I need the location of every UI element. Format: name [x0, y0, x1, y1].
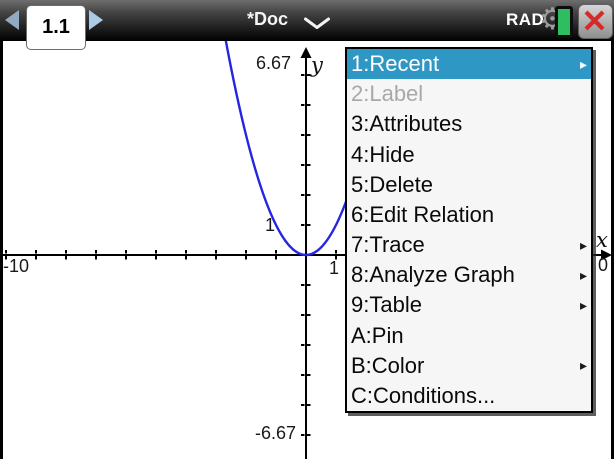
settings-battery-icon[interactable]: ⚙	[539, 2, 576, 39]
page-tab-label: 1.1	[42, 16, 70, 38]
submenu-arrow-icon: ▸	[579, 296, 587, 313]
document-title[interactable]: *Doc	[247, 9, 289, 29]
menu-item-conditions[interactable]: C:Conditions...	[347, 381, 591, 411]
document-menu-chevron-icon[interactable]	[303, 16, 331, 36]
menu-item-label: 9:Table	[351, 292, 422, 318]
angle-mode-indicator: RAD	[506, 10, 545, 29]
y-unit-tick-label: 1	[264, 215, 275, 235]
y-axis-arrow-icon	[300, 47, 312, 58]
menu-item-pin[interactable]: A:Pin	[347, 321, 591, 351]
x-axis-label: x	[596, 228, 608, 252]
menu-item-attributes[interactable]: 3:Attributes	[347, 109, 591, 139]
menu-item-label: 3:Attributes	[351, 111, 463, 137]
menu-item-color[interactable]: B:Color ▸	[347, 351, 591, 381]
menu-item-label: 1:Recent	[351, 51, 440, 77]
menu-item-trace[interactable]: 7:Trace ▸	[347, 230, 591, 260]
submenu-arrow-icon: ▸	[579, 357, 587, 374]
y-min-tick-label: -6.67	[254, 423, 296, 443]
menu-item-recent[interactable]: 1:Recent ▸	[347, 49, 591, 80]
menu-item-label: 4:Hide	[351, 141, 415, 167]
x-unit-tick-label: 1	[329, 258, 340, 278]
next-page-icon[interactable]	[89, 10, 103, 30]
close-button[interactable]	[578, 4, 613, 39]
menu-item-hide[interactable]: 4:Hide	[347, 140, 591, 170]
battery-icon	[555, 6, 573, 38]
x-max-tick-label-clipped: 0	[598, 255, 609, 275]
page-tab[interactable]: 1.1	[26, 5, 86, 50]
menu-item-label: 2:Label	[351, 81, 424, 107]
function-curve[interactable]	[221, 22, 350, 257]
submenu-arrow-icon: ▸	[579, 55, 587, 72]
menu-item-label: 5:Delete	[351, 171, 433, 197]
screen-border-right	[611, 41, 614, 459]
menu-item-label: 8:Analyze Graph	[351, 262, 515, 288]
menu-item-analyze-graph[interactable]: 8:Analyze Graph ▸	[347, 260, 591, 290]
previous-page-icon[interactable]	[5, 10, 19, 30]
x-min-tick-label: -10	[3, 256, 30, 276]
context-menu: 1:Recent ▸ 2:Label 3:Attributes 4:Hide 5:Dele…	[345, 47, 593, 413]
menu-item-label: C:Conditions...	[351, 382, 496, 408]
submenu-arrow-icon: ▸	[579, 236, 587, 253]
menu-item-label: 7:Trace	[351, 232, 425, 258]
menu-item-label: B:Color	[351, 352, 425, 378]
menu-item-edit-relation[interactable]: 6:Edit Relation	[347, 200, 591, 230]
menu-item-delete[interactable]: 5:Delete	[347, 170, 591, 200]
y-axis-label: y	[311, 53, 323, 77]
x-axis-arrow-icon	[601, 249, 612, 261]
close-icon	[584, 10, 605, 31]
submenu-arrow-icon: ▸	[579, 266, 587, 283]
y-max-tick-label: 6.67	[255, 53, 291, 73]
menu-item-label: 2:Label	[347, 79, 591, 109]
menu-item-label: 6:Edit Relation	[351, 201, 495, 227]
menu-item-table[interactable]: 9:Table ▸	[347, 290, 591, 320]
menu-item-label: A:Pin	[351, 322, 404, 348]
screen-border-left	[0, 41, 3, 459]
titlebar: 1.1 *Doc RAD ⚙	[0, 0, 614, 50]
